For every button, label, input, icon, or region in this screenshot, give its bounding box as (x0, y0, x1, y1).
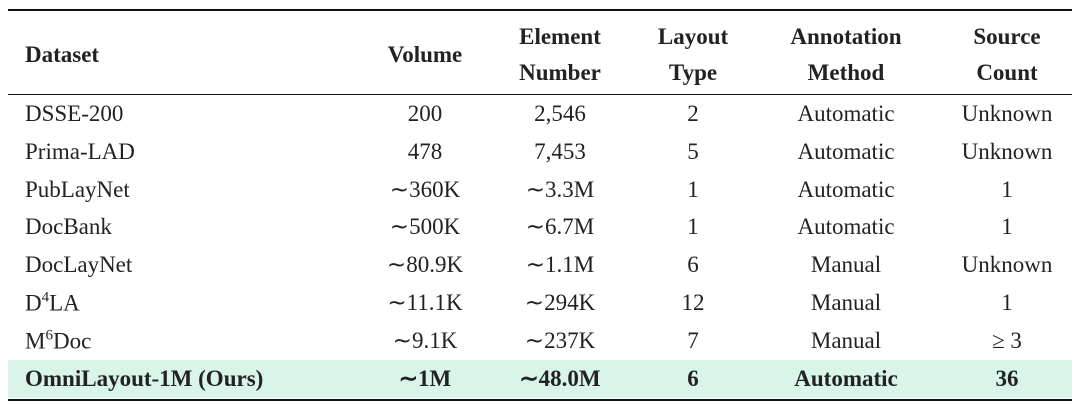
header-cell: Element Number (519, 19, 601, 91)
cell-text: Manual (810, 252, 882, 278)
cell-text: 7,453 (534, 138, 586, 164)
cell-text: DSSE-200 (25, 101, 124, 126)
cell-text: Prima-LAD (25, 138, 135, 164)
cell-text: 200 (407, 101, 443, 126)
cell-text: Automatic (797, 214, 895, 240)
cell-text: 2 (687, 101, 699, 126)
cell-text: ∼237K (524, 327, 596, 353)
cell-text: Automatic (797, 138, 895, 164)
cell-text: 1 (1001, 290, 1013, 315)
header-line: Type (668, 60, 718, 85)
cell-text: Manual (810, 290, 882, 315)
cell-text: 12 (681, 290, 705, 315)
cell-text: 2,546 (534, 101, 586, 126)
mid-rule (8, 94, 1072, 95)
header-line: Method (807, 60, 885, 85)
cell-text: ∼11.1K (387, 290, 463, 315)
cell-text: ∼360K (389, 176, 461, 202)
cell-text: ∼9.1K (392, 327, 458, 353)
cell-text: ∼80.9K (386, 252, 464, 278)
cell-text: 1 (1001, 214, 1013, 240)
header-cell: Layout Type (658, 19, 728, 91)
cell-text: M6Doc (25, 327, 91, 354)
header-cell: Dataset (25, 37, 99, 73)
cell-text: ∼6.7M (525, 214, 595, 240)
header-cell: Source Count (973, 19, 1040, 91)
header-line: Source (973, 24, 1041, 49)
cell-text: 1 (687, 176, 699, 202)
cell-text: 6 (687, 252, 699, 278)
header-cell: Volume (388, 37, 463, 73)
header-line: Element (519, 24, 601, 49)
cell-text: ∼500K (389, 214, 461, 240)
header-line: Number (519, 60, 601, 85)
cell-text: 7 (687, 327, 699, 353)
cell-text: D4LA (25, 290, 80, 317)
header-line: Dataset (25, 42, 100, 67)
cell-text: PubLayNet (25, 176, 130, 202)
header-line: Volume (387, 42, 463, 67)
base: D (25, 290, 42, 316)
cell-text: Automatic (797, 101, 895, 126)
superscript: 4 (41, 289, 50, 306)
cell-text: ≥ 3 (992, 327, 1022, 353)
rest: Doc (52, 328, 92, 354)
header-cell: Annotation Method (790, 19, 901, 91)
cell-text: DocLayNet (25, 252, 133, 278)
bottom-rule (8, 399, 1072, 401)
base: M (25, 328, 46, 354)
header-line: Annotation (790, 24, 902, 49)
cell-text: DocBank (25, 214, 112, 240)
cell-text: 6 (687, 365, 699, 391)
cell-text: 5 (687, 138, 699, 164)
cell-text: Unknown (961, 252, 1053, 278)
header-line: Count (976, 60, 1038, 85)
cell-text: 1 (1001, 176, 1013, 202)
cell-text: Automatic (797, 176, 895, 202)
cell-text: ∼3.3M (525, 176, 595, 202)
cell-text: 1 (687, 214, 699, 240)
header-line: Layout (657, 24, 729, 49)
cell-text: ∼294K (524, 290, 596, 315)
cell-text: 478 (407, 138, 443, 164)
cell-text: Unknown (961, 101, 1053, 126)
rest: LA (49, 290, 80, 316)
cell-text: 36 (995, 365, 1019, 391)
cell-text: Unknown (961, 138, 1053, 164)
cell-text: Automatic (794, 365, 898, 391)
cell-text: ∼1.1M (525, 252, 595, 278)
cell-text: Manual (810, 327, 882, 353)
cell-text: ∼48.0M (519, 365, 601, 391)
top-rule (8, 9, 1072, 11)
highlight-row (8, 360, 1072, 398)
superscript: 6 (45, 327, 53, 344)
cell-text: ∼1M (398, 365, 452, 391)
cell-text: OmniLayout-1M (Ours) (25, 365, 264, 391)
